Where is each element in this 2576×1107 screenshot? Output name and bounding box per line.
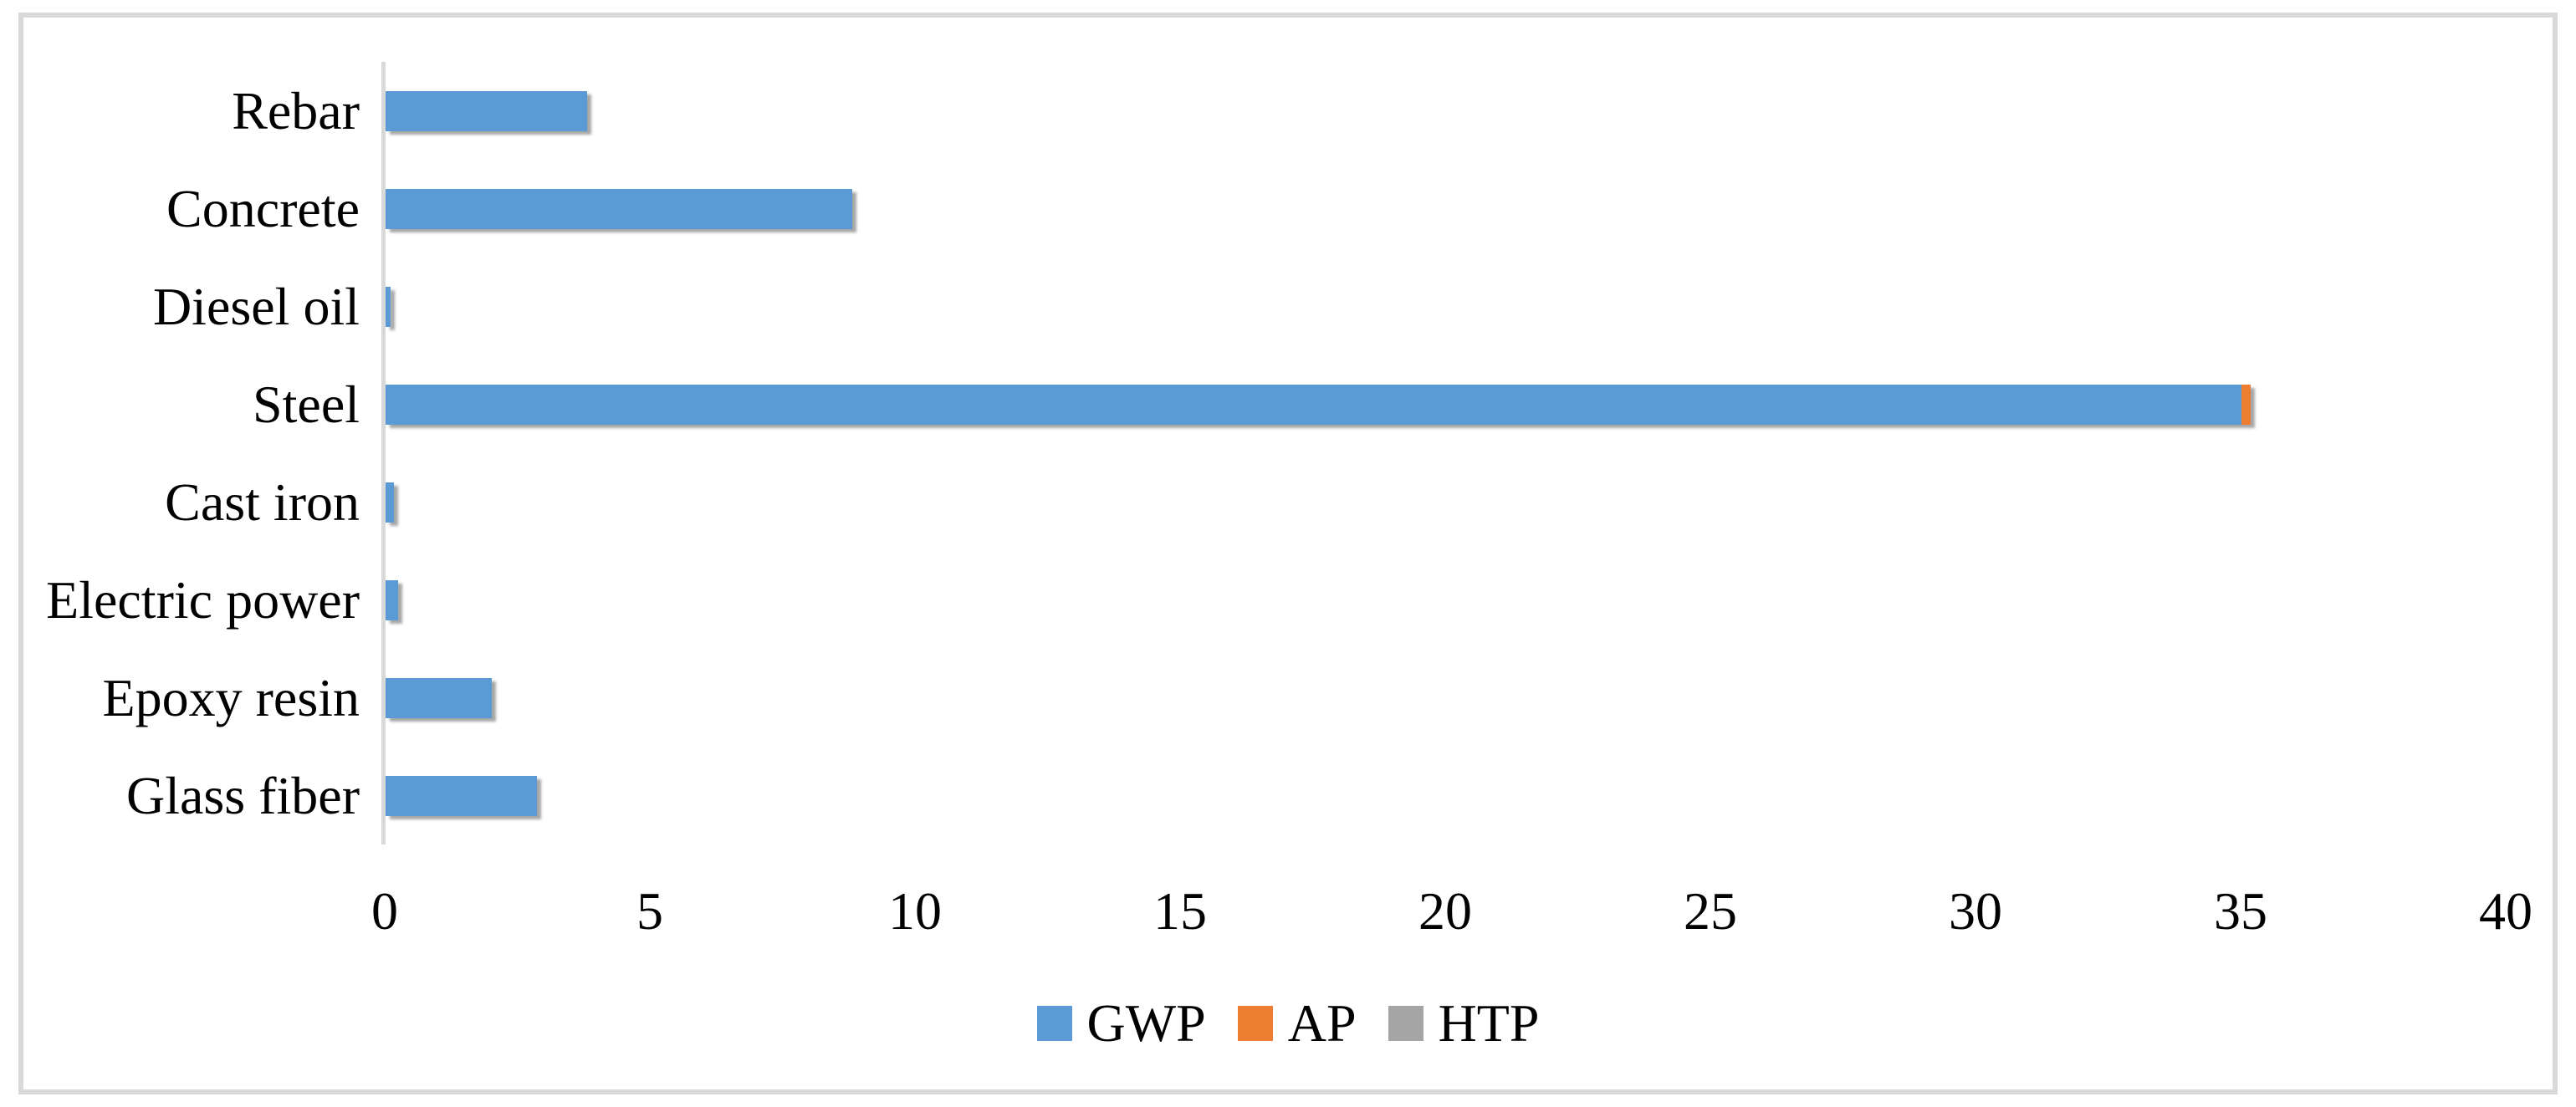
bar-segment-gwp xyxy=(386,677,492,718)
legend-label: HTP xyxy=(1438,993,1540,1053)
bar-diesel-oil xyxy=(386,286,391,327)
x-tick-label: 0 xyxy=(371,881,398,941)
bar-segment-gwp xyxy=(386,384,2241,425)
x-tick-label: 15 xyxy=(1153,881,1207,941)
legend-item-gwp: GWP xyxy=(1036,993,1206,1053)
chart-border xyxy=(18,13,2558,1094)
legend-item-ap: AP xyxy=(1237,993,1357,1053)
bar-steel xyxy=(386,384,2251,425)
x-tick-label: 40 xyxy=(2479,881,2533,941)
category-label: Concrete xyxy=(166,178,360,238)
legend-label: GWP xyxy=(1086,993,1206,1053)
legend-item-htp: HTP xyxy=(1388,993,1540,1053)
bar-segment-gwp xyxy=(386,90,587,131)
legend-swatch-ap xyxy=(1237,1006,1273,1041)
category-label: Electric power xyxy=(46,569,360,630)
category-label: Epoxy resin xyxy=(102,667,360,727)
bar-segment-gwp xyxy=(386,482,395,523)
category-label: Steel xyxy=(253,374,360,434)
bar-segment-ap xyxy=(2241,384,2251,425)
legend-swatch-htp xyxy=(1388,1006,1423,1041)
bar-electric-power xyxy=(386,579,399,620)
bar-epoxy-resin xyxy=(386,677,492,718)
x-tick-label: 30 xyxy=(1949,881,2002,941)
category-label: Glass fiber xyxy=(125,765,360,825)
y-axis-line xyxy=(381,62,386,844)
bar-rebar xyxy=(386,90,587,131)
x-tick-label: 10 xyxy=(888,881,942,941)
x-tick-label: 25 xyxy=(1684,881,1737,941)
legend-swatch-gwp xyxy=(1036,1006,1072,1041)
bar-segment-gwp xyxy=(386,775,537,816)
legend: GWP AP HTP xyxy=(0,997,2576,1050)
category-label: Rebar xyxy=(232,80,360,140)
bar-concrete xyxy=(386,188,852,229)
category-label: Cast iron xyxy=(165,472,360,532)
bar-glass-fiber xyxy=(386,775,537,816)
x-tick-label: 5 xyxy=(636,881,663,941)
bar-segment-gwp xyxy=(386,579,399,620)
bar-cast-iron xyxy=(386,482,395,523)
x-tick-label: 20 xyxy=(1418,881,1472,941)
legend-label: AP xyxy=(1287,993,1357,1053)
bar-segment-gwp xyxy=(386,188,852,229)
category-label: Diesel oil xyxy=(152,276,360,336)
bar-segment-gwp xyxy=(386,286,391,327)
x-tick-label: 35 xyxy=(2214,881,2267,941)
